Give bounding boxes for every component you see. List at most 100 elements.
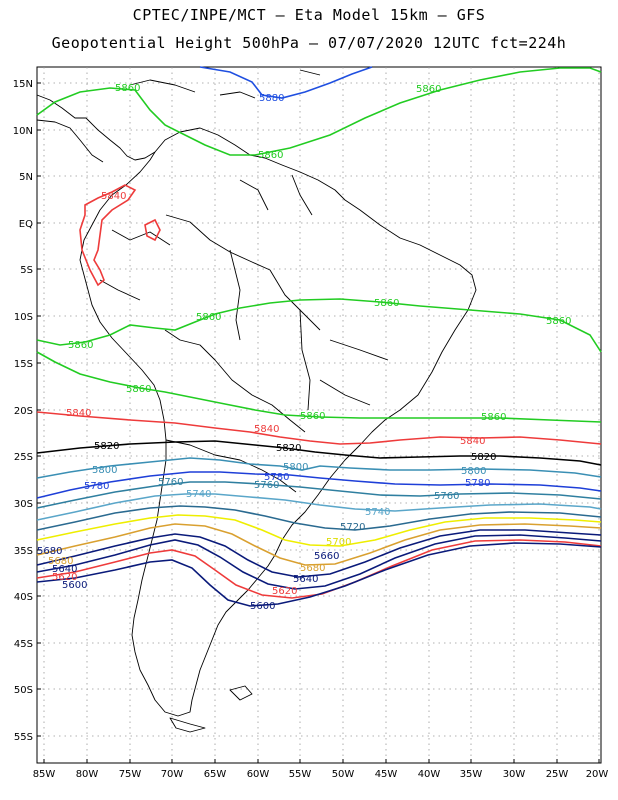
lat-label: 20S	[14, 406, 33, 417]
contour-label-5800: 5800	[461, 466, 486, 477]
contour-label-5620: 5620	[52, 572, 77, 583]
contour-label-5780: 5780	[264, 472, 289, 483]
contour-5880	[199, 66, 373, 99]
contour-labels: 5880 5860 5860 5860 5860 5860 5860 5860 …	[37, 83, 571, 612]
lon-label: 75W	[119, 769, 142, 780]
coastlines	[36, 69, 477, 733]
lat-label: EQ	[19, 219, 33, 230]
central-america-coast	[36, 94, 156, 161]
contour-label-5860: 5860	[300, 411, 325, 422]
lat-label: 10S	[14, 312, 33, 323]
contour-label-5740: 5740	[365, 507, 390, 518]
contour-label-5860: 5860	[196, 312, 221, 323]
contour-5700	[36, 514, 602, 547]
contour-label-5860: 5860	[115, 83, 140, 94]
contour-label-5840: 5840	[254, 424, 279, 435]
lat-label: 5N	[19, 172, 33, 183]
contour-label-5840: 5840	[460, 436, 485, 447]
contour-5780	[36, 471, 602, 499]
contour-label-5860: 5860	[374, 298, 399, 309]
contour-label-5820: 5820	[471, 452, 496, 463]
contours	[36, 66, 602, 607]
contour-label-5800: 5800	[92, 465, 117, 476]
lon-label: 40W	[418, 769, 441, 780]
contour-5860-south	[36, 351, 602, 423]
lat-label: 40S	[14, 592, 33, 603]
lon-label: 60W	[247, 769, 270, 780]
falklands	[229, 685, 253, 701]
lon-label: 85W	[33, 769, 56, 780]
contour-label-5680: 5680	[300, 563, 325, 574]
contour-label-5840: 5840	[101, 191, 126, 202]
contour-label-5620: 5620	[272, 586, 297, 597]
lat-label: 50S	[14, 685, 33, 696]
lat-label: 55S	[14, 732, 33, 743]
contour-5600	[36, 542, 602, 607]
lon-label: 20W	[586, 769, 609, 780]
lon-label: 80W	[76, 769, 99, 780]
contour-label-5840: 5840	[66, 408, 91, 419]
contour-label-5860: 5860	[258, 150, 283, 161]
contour-label-5680: 5680	[37, 546, 62, 557]
lon-label: 35W	[460, 769, 483, 780]
contour-5800	[36, 457, 602, 479]
lat-label: 25S	[14, 452, 33, 463]
contour-label-5880: 5880	[259, 93, 284, 104]
contour-label-5860: 5860	[68, 340, 93, 351]
lat-labels: 15N 10N 5N EQ 5S 10S 15S 20S 25S 30S 35S…	[13, 79, 33, 743]
contour-5860-north	[36, 67, 602, 156]
ticks	[37, 82, 600, 763]
contour-label-5700: 5700	[326, 537, 351, 548]
contour-label-5820: 5820	[276, 443, 301, 454]
contour-label-5600: 5600	[62, 580, 87, 591]
contour-5740	[36, 493, 602, 521]
contour-label-5760: 5760	[254, 480, 279, 491]
lon-label: 45W	[375, 769, 398, 780]
contour-label-5640: 5640	[52, 564, 77, 575]
contour-label-5860: 5860	[546, 316, 571, 327]
title-line-1: CPTEC/INPE/MCT – Eta Model 15km – GFS	[132, 6, 486, 24]
contour-label-5860: 5860	[126, 384, 151, 395]
contour-5760	[36, 481, 602, 509]
lat-label: 35S	[14, 546, 33, 557]
lon-label: 70W	[161, 769, 184, 780]
contour-label-5760: 5760	[158, 477, 183, 488]
lon-label: 55W	[289, 769, 312, 780]
contour-label-5680: 5680	[48, 556, 73, 567]
map-frame	[36, 66, 602, 764]
contour-5820	[36, 440, 602, 466]
contour-5680	[36, 523, 602, 566]
south-america-coast	[79, 127, 477, 717]
contour-5620	[36, 539, 602, 599]
contour-label-5860: 5860	[481, 412, 506, 423]
lat-label: 15N	[13, 79, 33, 90]
contour-label-5760: 5760	[434, 491, 459, 502]
contour-5840-north	[79, 184, 161, 287]
contour-5640	[36, 534, 602, 590]
contour-label-5720: 5720	[340, 522, 365, 533]
lon-label: 25W	[546, 769, 569, 780]
contour-label-5660: 5660	[314, 551, 339, 562]
contour-label-5740: 5740	[186, 489, 211, 500]
lat-label: 10N	[13, 126, 33, 137]
yucatan-coast	[36, 119, 104, 163]
contour-label-5860: 5860	[416, 84, 441, 95]
lat-label: 5S	[20, 265, 33, 276]
tierra-del-fuego	[169, 717, 206, 733]
contour-5720	[36, 505, 602, 531]
contour-label-5800: 5800	[283, 462, 308, 473]
lon-label: 30W	[503, 769, 526, 780]
contour-5660	[36, 529, 602, 578]
grid	[37, 67, 601, 763]
lat-label: 15S	[14, 359, 33, 370]
contour-label-5820: 5820	[94, 441, 119, 452]
contour-label-5780: 5780	[84, 481, 109, 492]
contour-5840-south	[36, 411, 602, 445]
title-line-2: Geopotential Height 500hPa – 07/07/2020 …	[51, 34, 567, 52]
lon-label: 65W	[204, 769, 227, 780]
contour-5860-mid	[36, 298, 602, 353]
lon-label: 50W	[332, 769, 355, 780]
lat-label: 30S	[14, 499, 33, 510]
lon-labels: 85W 80W 75W 70W 65W 60W 55W 50W 45W 40W …	[33, 769, 609, 780]
